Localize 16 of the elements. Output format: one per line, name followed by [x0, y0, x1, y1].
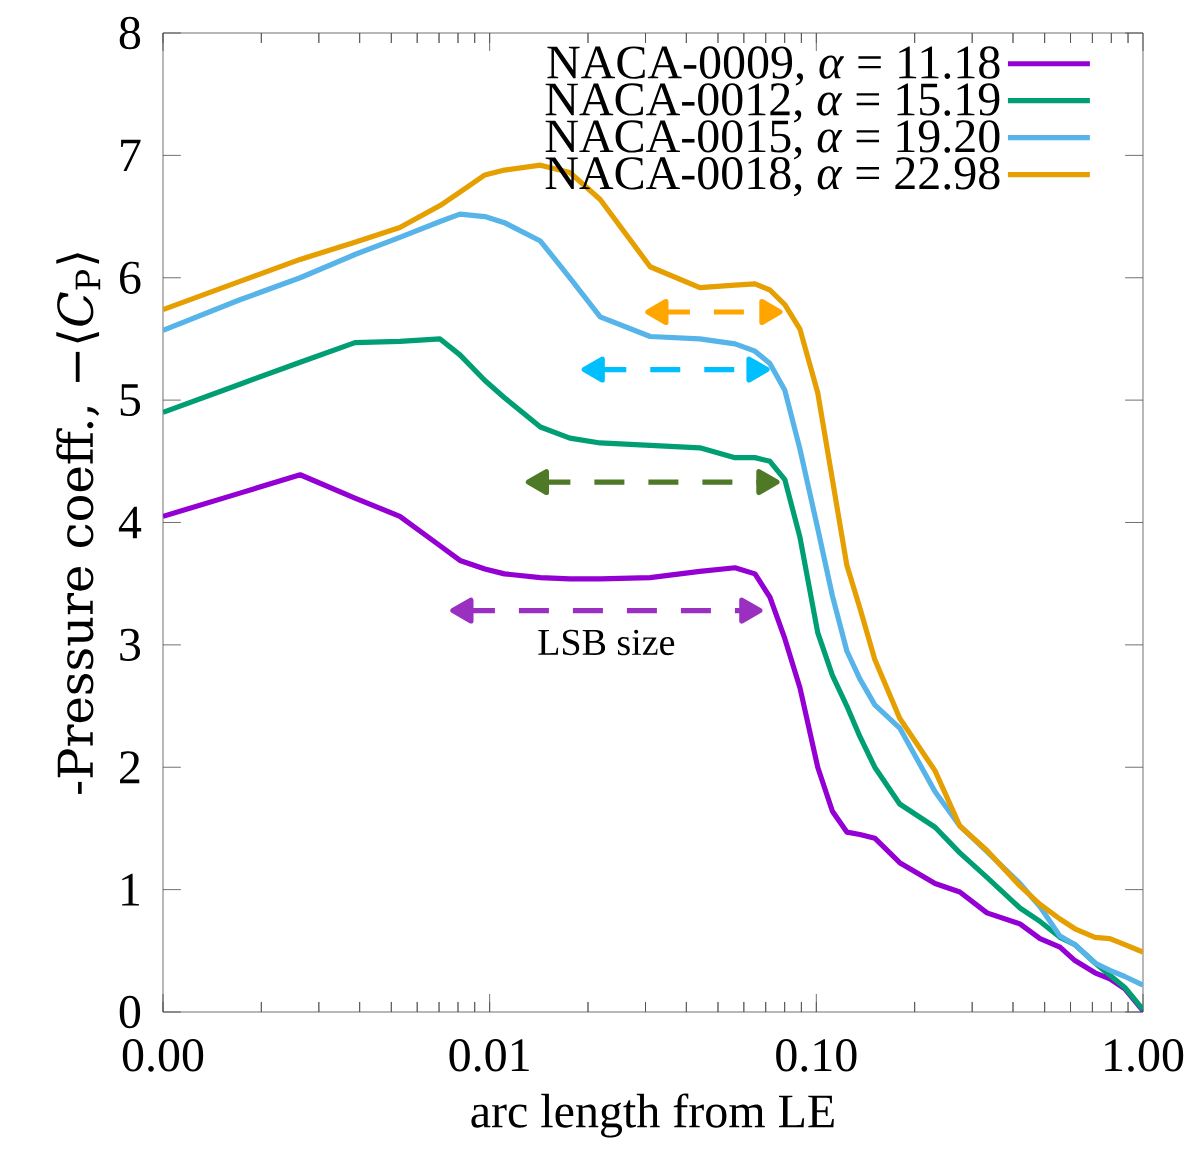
x-tick-label: 0.10 [776, 1039, 857, 1072]
y-tick-label: 6 [119, 261, 141, 294]
y-tick-label: 8 [119, 16, 141, 50]
y-tick-label: 0 [119, 995, 141, 1029]
x-tick-label: 1.00 [1105, 1039, 1184, 1072]
y-axis-title: -Pressure coeff., −⟨C$_{P}$⟩ [56, 253, 101, 794]
y-tick-label: 1 [122, 873, 140, 906]
x-tick-label: 0.01 [449, 1039, 529, 1072]
y-tick-label: 4 [118, 506, 142, 539]
x-axis-title: arc length from LE [471, 1093, 834, 1138]
y-tick-label: 3 [120, 628, 141, 661]
x-tick-label: 0.00 [122, 1039, 204, 1072]
annotation: LSB size [538, 629, 675, 656]
y-tick-label: 2 [120, 751, 140, 784]
y-tick-label: 5 [120, 384, 141, 417]
y-tick-label: 7 [121, 139, 141, 172]
